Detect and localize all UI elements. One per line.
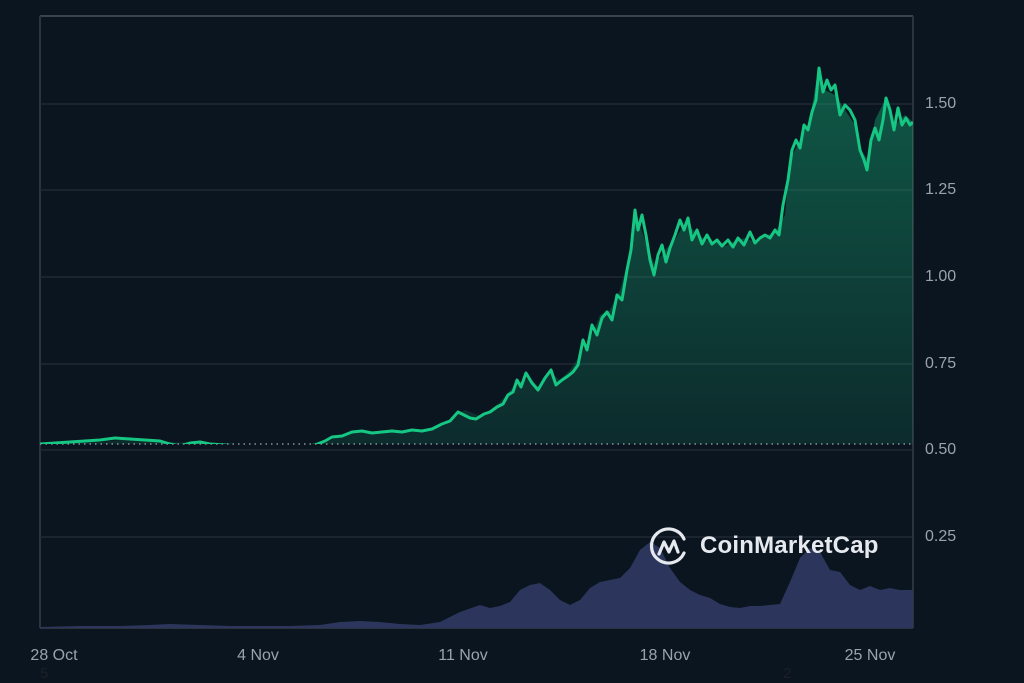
x-axis-label: 28 Oct — [30, 647, 78, 664]
y-axis-label: 0.75 — [925, 355, 957, 372]
x-axis-label: 18 Nov — [639, 647, 691, 664]
coinmarketcap-watermark: CoinMarketCap — [648, 525, 879, 567]
x-axis-label: 25 Nov — [844, 647, 896, 664]
artifact-left: 5 — [40, 665, 49, 682]
y-axis-label: 1.50 — [925, 95, 957, 112]
artifact-right: 2 — [783, 665, 792, 682]
volume-area — [40, 542, 913, 628]
y-axis-label: 0.50 — [925, 441, 957, 458]
y-axis-label: 1.25 — [925, 181, 957, 198]
x-axis-label: 11 Nov — [438, 647, 488, 664]
y-axis-label: 0.25 — [925, 528, 957, 545]
price-area-fill — [40, 70, 913, 444]
coinmarketcap-logo-icon — [649, 527, 686, 565]
x-axis-label: 4 Nov — [237, 647, 279, 664]
watermark-text: CoinMarketCap — [700, 532, 879, 559]
grid-lines — [40, 103, 913, 538]
price-line — [40, 66, 913, 449]
y-axis-label: 1.00 — [925, 268, 957, 285]
